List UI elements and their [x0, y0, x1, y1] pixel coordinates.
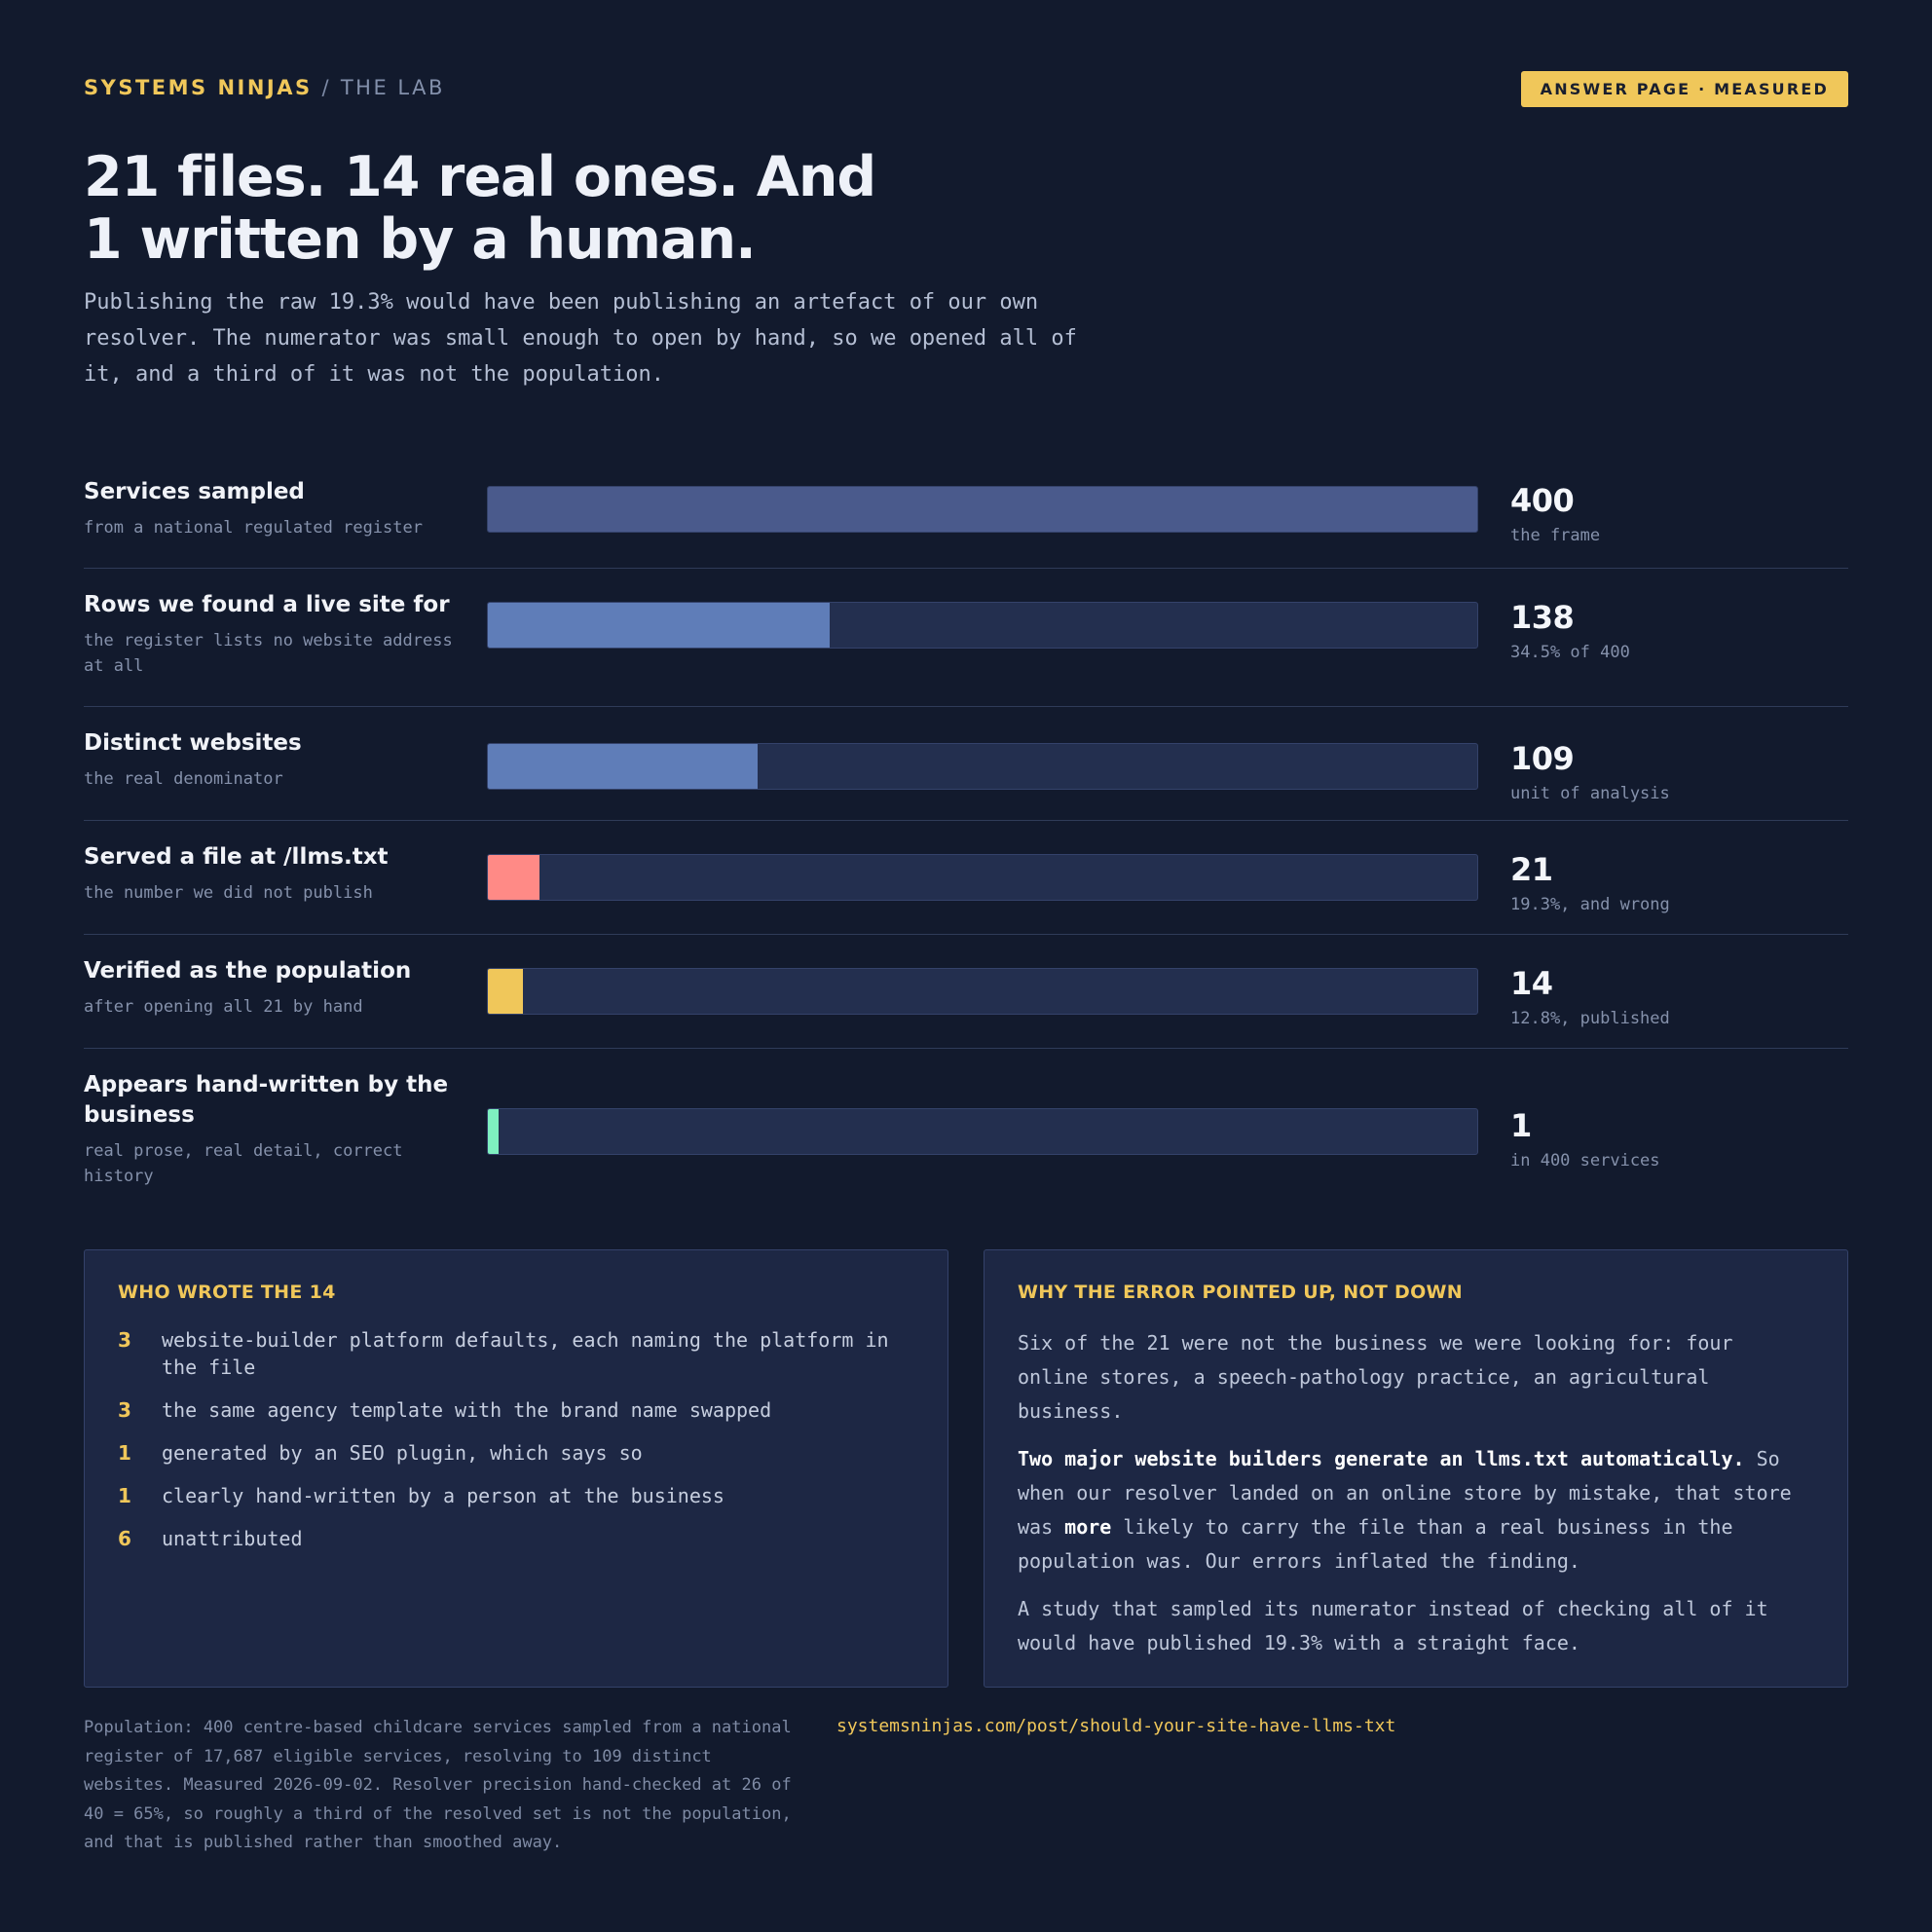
brand-section: THE LAB — [340, 76, 445, 99]
row-note: real prose, real detail, correct history — [84, 1141, 403, 1186]
brand-name: SYSTEMS NINJAS — [84, 76, 313, 99]
value-number: 138 — [1510, 599, 1575, 636]
why-error-paragraph-3: A study that sampled its numerator inste… — [1018, 1597, 1768, 1654]
row-title: Verified as the population — [84, 958, 412, 984]
why-error-text-b: likely to carry the file than a real bus… — [1018, 1515, 1733, 1573]
page-subtitle: Publishing the raw 19.3% would have been… — [84, 290, 1077, 387]
bar-fill — [488, 487, 1477, 532]
value-number: 1 — [1510, 1107, 1532, 1144]
list-item: 1 generated by an SEO plugin, which says … — [118, 1439, 914, 1467]
list-item-text: the same agency template with the brand … — [162, 1398, 772, 1422]
value-note: 34.5% of 400 — [1510, 643, 1630, 662]
row-title: Distinct websites — [84, 730, 302, 756]
why-error-bold-lead: Two major website builders generate an l… — [1018, 1447, 1745, 1470]
list-item-text: generated by an SEO plugin, which says s… — [162, 1441, 643, 1465]
bar-track — [487, 486, 1478, 533]
chart-row: Rows we found a live site for the registe… — [84, 571, 1848, 707]
row-value: 14 12.8%, published — [1510, 966, 1670, 1028]
row-note: the real denominator — [84, 769, 283, 789]
source-link[interactable]: systemsninjas.com/post/should-your-site-… — [836, 1716, 1396, 1736]
chart-row: Distinct websites the real denominator 109… — [84, 709, 1848, 821]
row-title: Services sampled — [84, 479, 305, 504]
list-item: 6 unattributed — [118, 1525, 914, 1552]
page-title: 21 files. 14 real ones. And 1 written by… — [84, 146, 1155, 271]
bar-fill — [488, 855, 540, 900]
value-number: 14 — [1510, 965, 1553, 1002]
list-item-text: website-builder platform defaults, each … — [162, 1328, 889, 1379]
list-item: 3 the same agency template with the brand… — [118, 1396, 914, 1424]
row-label: Appears hand-written by the business real… — [84, 1070, 473, 1189]
value-number: 21 — [1510, 851, 1553, 888]
why-error-paragraph-1: Six of the 21 were not the business we w… — [1018, 1331, 1733, 1423]
brand-separator: / — [321, 76, 332, 99]
chart-row: Served a file at /llms.txt the number we … — [84, 823, 1848, 935]
status-badge: ANSWER PAGE · MEASURED — [1520, 71, 1848, 107]
who-wrote-heading: WHO WROTE THE 14 — [118, 1282, 336, 1303]
bar-track — [487, 602, 1478, 649]
row-value: 400 the frame — [1510, 483, 1600, 545]
list-item-text: clearly hand-written by a person at the … — [162, 1484, 724, 1507]
why-error-heading: WHY THE ERROR POINTED UP, NOT DOWN — [1018, 1282, 1464, 1303]
methodology-footnote: Population: 400 centre-based childcare s… — [84, 1718, 792, 1852]
value-note: in 400 services — [1510, 1151, 1660, 1170]
row-value: 1 in 400 services — [1510, 1108, 1660, 1170]
row-note: the register lists no website address at… — [84, 631, 453, 676]
row-label: Services sampled from a national regulate… — [84, 477, 473, 540]
list-item-count: 6 — [118, 1527, 131, 1550]
row-value: 138 34.5% of 400 — [1510, 600, 1630, 662]
row-note: the number we did not publish — [84, 883, 373, 903]
chart-row: Verified as the population after opening … — [84, 937, 1848, 1049]
bar-fill — [488, 603, 830, 648]
row-note: after opening all 21 by hand — [84, 997, 363, 1017]
bar-track — [487, 743, 1478, 790]
row-label: Distinct websites the real denominator — [84, 728, 473, 792]
value-note: 12.8%, published — [1510, 1009, 1670, 1028]
value-number: 400 — [1510, 482, 1575, 519]
why-error-card: WHY THE ERROR POINTED UP, NOT DOWN Six o… — [984, 1249, 1848, 1688]
value-note: 19.3%, and wrong — [1510, 895, 1670, 914]
title-line-1: 21 files. 14 real ones. And — [84, 145, 876, 209]
list-item: 1 clearly hand-written by a person at the… — [118, 1482, 914, 1509]
bar-track — [487, 968, 1478, 1015]
row-title: Appears hand-written by the business — [84, 1072, 449, 1128]
row-label: Verified as the population after opening … — [84, 956, 473, 1020]
list-item: 3 website-builder platform defaults, each… — [118, 1326, 914, 1381]
list-item-count: 3 — [118, 1328, 131, 1352]
list-item-count: 1 — [118, 1441, 131, 1465]
row-note: from a national regulated register — [84, 518, 423, 538]
list-item-count: 3 — [118, 1398, 131, 1422]
chart-row: Services sampled from a national regulate… — [84, 458, 1848, 569]
list-item-text: unattributed — [162, 1527, 303, 1550]
row-value: 21 19.3%, and wrong — [1510, 852, 1670, 914]
row-title: Served a file at /llms.txt — [84, 844, 389, 870]
bar-fill — [488, 1109, 500, 1154]
bar-fill — [488, 744, 758, 789]
who-wrote-list: 3 website-builder platform defaults, each… — [118, 1326, 914, 1552]
chart-row: Appears hand-written by the business real… — [84, 1051, 1848, 1197]
list-item-count: 1 — [118, 1484, 131, 1507]
row-label: Served a file at /llms.txt the number we … — [84, 842, 473, 906]
row-value: 109 unit of analysis — [1510, 741, 1670, 803]
brand: SYSTEMS NINJAS / THE LAB — [84, 76, 445, 99]
why-error-paragraph-2: Two major website builders generate an l… — [1018, 1442, 1814, 1579]
bar-track — [487, 854, 1478, 901]
row-label: Rows we found a live site for the registe… — [84, 590, 473, 679]
who-wrote-card: WHO WROTE THE 14 3 website-builder platfo… — [84, 1249, 948, 1688]
why-error-emphasis: more — [1064, 1515, 1112, 1539]
title-line-2: 1 written by a human. — [84, 207, 757, 272]
value-note: the frame — [1510, 526, 1601, 545]
why-error-text-a: So when our resolver landed on an online… — [1018, 1447, 1792, 1539]
bar-fill — [488, 969, 523, 1014]
row-title: Rows we found a live site for — [84, 592, 450, 617]
value-number: 109 — [1510, 740, 1575, 777]
bar-track — [487, 1108, 1478, 1155]
value-note: unit of analysis — [1510, 784, 1670, 803]
